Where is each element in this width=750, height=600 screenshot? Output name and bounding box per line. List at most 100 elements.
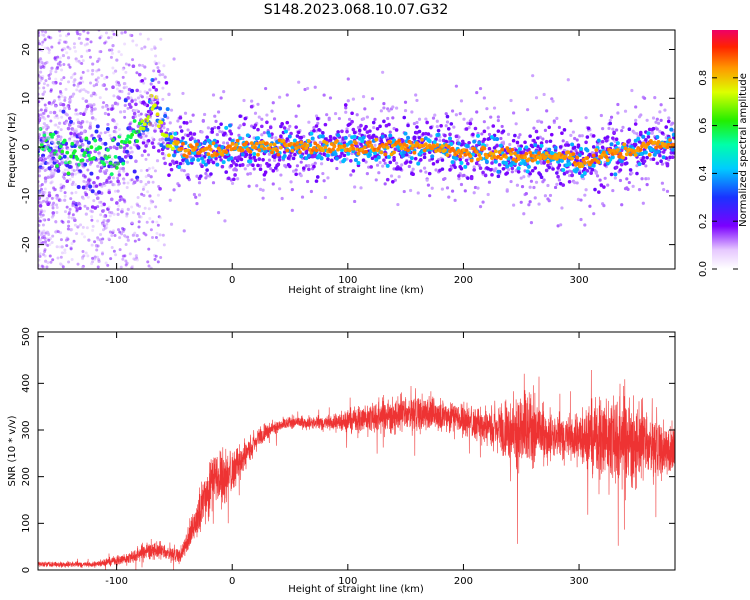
- spectrogram-cell: [92, 84, 96, 88]
- spectrogram-cell: [81, 161, 85, 165]
- spectrogram-cell: [85, 226, 89, 230]
- spectrogram-cell: [79, 125, 84, 129]
- spectrogram-cell: [72, 92, 76, 96]
- spectrogram-cell: [400, 163, 404, 167]
- spectrogram-cell: [506, 132, 511, 136]
- spectrogram-cell: [670, 155, 675, 159]
- spectrogram-cell: [172, 57, 176, 61]
- spectrogram-cell: [344, 110, 348, 114]
- spectrogram-cell: [573, 136, 577, 141]
- spectrogram-cell: [462, 117, 466, 121]
- spectrogram-cell: [76, 185, 81, 190]
- spectrogram-cell: [439, 124, 443, 128]
- spectrogram-cell: [130, 98, 134, 102]
- spectrogram-cell: [498, 156, 503, 161]
- spectrogram-cell: [129, 96, 133, 100]
- spectrogram-cell: [422, 148, 427, 153]
- spectrogram-cell: [94, 129, 99, 134]
- spectrogram-cell: [60, 94, 64, 98]
- spectrogram-cell: [55, 210, 59, 214]
- spectrogram-cell: [169, 135, 174, 139]
- spectrogram-cell: [534, 180, 539, 184]
- spectrogram-cell: [603, 176, 607, 180]
- spectrogram-cell: [151, 235, 155, 239]
- spectrogram-cell: [205, 135, 209, 140]
- spectrogram-cell: [526, 164, 531, 169]
- spectrogram-cell: [145, 220, 149, 224]
- spectrogram-cell: [497, 163, 502, 167]
- spectrogram-cell: [153, 60, 157, 64]
- spectrogram-cell: [638, 147, 643, 152]
- spectrogram-cell: [649, 157, 653, 161]
- spectrogram-cell: [572, 145, 577, 150]
- spectrogram-cell: [67, 63, 71, 67]
- spectrogram-cell: [156, 193, 160, 197]
- spectrogram-cell: [210, 127, 215, 131]
- spectrogram-cell: [561, 183, 566, 187]
- spectrogram-cell: [43, 38, 47, 42]
- spectrogram-cell: [118, 198, 122, 202]
- spectrogram-cell: [168, 198, 172, 202]
- spectrogram-cell: [54, 77, 58, 81]
- spectrogram-cell: [124, 243, 128, 247]
- spectrogram-cell: [47, 218, 51, 222]
- spectrogram-cell: [403, 108, 408, 113]
- spectrogram-cell: [117, 173, 122, 177]
- spectrogram-cell: [38, 154, 41, 158]
- spectrogram-cell: [56, 256, 60, 260]
- spectrogram-cell: [107, 176, 112, 180]
- spectrogram-cell: [84, 186, 88, 190]
- spectrogram-cell: [216, 110, 221, 114]
- spectrogram-cell: [238, 124, 242, 128]
- spectrogram-cell: [181, 141, 185, 146]
- spectrogram-cell: [600, 139, 605, 144]
- spectrogram-cell: [130, 178, 134, 182]
- spectrogram-cell: [280, 196, 284, 201]
- spectrogram-cell: [636, 136, 641, 141]
- spectrogram-cell: [63, 107, 67, 111]
- spectrogram-cell: [96, 255, 100, 259]
- spectrogram-cell: [577, 153, 582, 158]
- spectrogram-cell: [74, 49, 78, 53]
- spectrogram-cell: [285, 137, 290, 141]
- spectrogram-cell: [307, 163, 311, 168]
- spectrogram-cell: [44, 259, 48, 263]
- spectrogram-cell: [566, 150, 571, 155]
- spectrogram-cell: [89, 81, 93, 85]
- spectrogram-cell: [403, 131, 408, 136]
- spectrogram-cell: [181, 91, 185, 96]
- spectrogram-cell: [580, 174, 585, 179]
- spectrogram-frame: [37, 29, 676, 270]
- spectrogram-cell: [93, 240, 97, 244]
- spectrogram-cell: [70, 141, 75, 146]
- spectrogram-cell: [477, 163, 481, 167]
- spectrogram-cell: [132, 111, 137, 116]
- spectrogram-cell: [262, 178, 266, 182]
- spectrogram-cell: [89, 171, 94, 176]
- spectrogram-cell: [66, 156, 70, 160]
- spectrogram-cell: [43, 124, 47, 128]
- spectrogram-cell: [49, 69, 53, 73]
- spectrogram-cell: [79, 122, 83, 126]
- spectrogram-cell: [68, 210, 72, 214]
- spectrogram-cell: [115, 146, 119, 151]
- spectrogram-cell: [297, 80, 301, 84]
- spectrogram-cell: [174, 160, 179, 165]
- spectrogram-cell: [190, 136, 194, 141]
- spectrogram-cell: [501, 167, 506, 171]
- spectrogram-cell: [39, 208, 43, 212]
- spectrogram-cell: [91, 256, 95, 260]
- spectrogram-cell: [43, 254, 47, 258]
- spectrogram-cell: [42, 111, 46, 115]
- spectrogram-cell: [176, 119, 180, 123]
- spectrogram-cell: [358, 132, 362, 136]
- spectrogram-cell: [131, 64, 136, 69]
- spectrogram-cell: [98, 26, 101, 29]
- spectrogram-cell: [501, 142, 506, 146]
- spectrogram-cell: [301, 166, 306, 170]
- spectrogram-cell: [38, 229, 41, 233]
- spectrogram-cell: [47, 148, 52, 153]
- spectrogram-cell: [51, 132, 56, 137]
